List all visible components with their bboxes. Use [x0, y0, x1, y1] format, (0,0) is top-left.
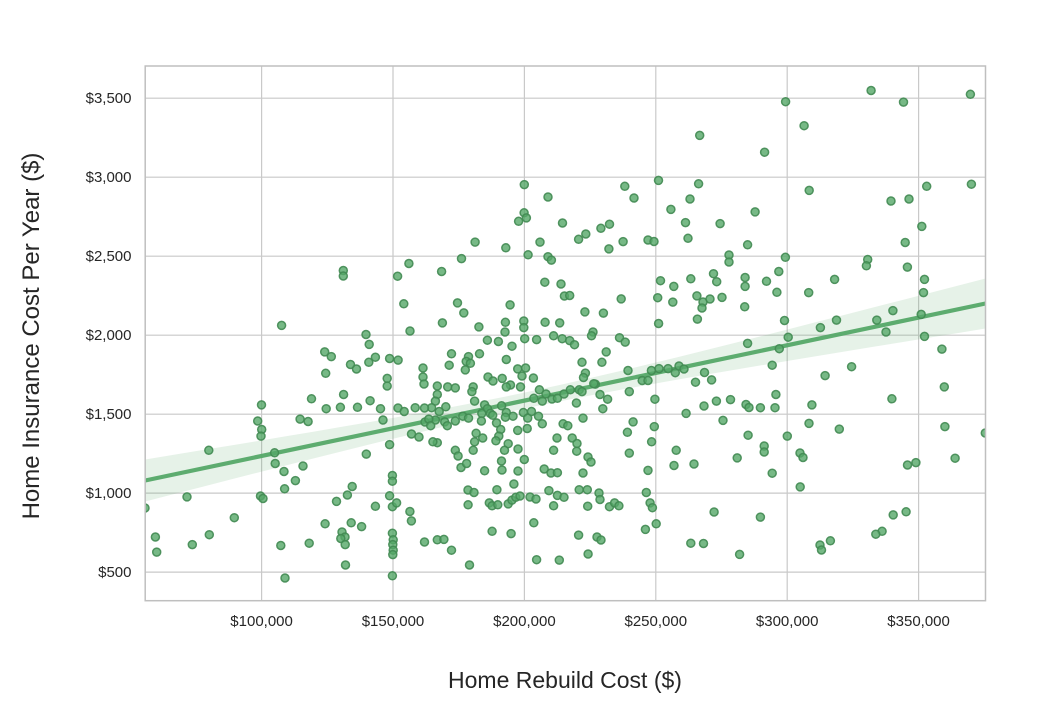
- svg-text:$200,000: $200,000: [493, 613, 556, 630]
- svg-text:$3,500: $3,500: [86, 90, 132, 107]
- svg-text:$250,000: $250,000: [625, 613, 688, 630]
- svg-text:Home Insurance Cost Per Year (: Home Insurance Cost Per Year ($): [18, 153, 45, 520]
- svg-text:$2,000: $2,000: [86, 327, 132, 344]
- svg-text:$3,000: $3,000: [86, 169, 132, 186]
- svg-text:$500: $500: [98, 564, 131, 581]
- svg-text:$1,000: $1,000: [86, 485, 132, 502]
- svg-text:$300,000: $300,000: [756, 613, 819, 630]
- svg-text:Home Rebuild Cost ($): Home Rebuild Cost ($): [448, 667, 682, 693]
- svg-text:$100,000: $100,000: [230, 613, 293, 630]
- svg-text:$1,500: $1,500: [86, 406, 132, 423]
- svg-text:$350,000: $350,000: [887, 613, 950, 630]
- svg-text:$150,000: $150,000: [362, 613, 425, 630]
- svg-text:$2,500: $2,500: [86, 248, 132, 265]
